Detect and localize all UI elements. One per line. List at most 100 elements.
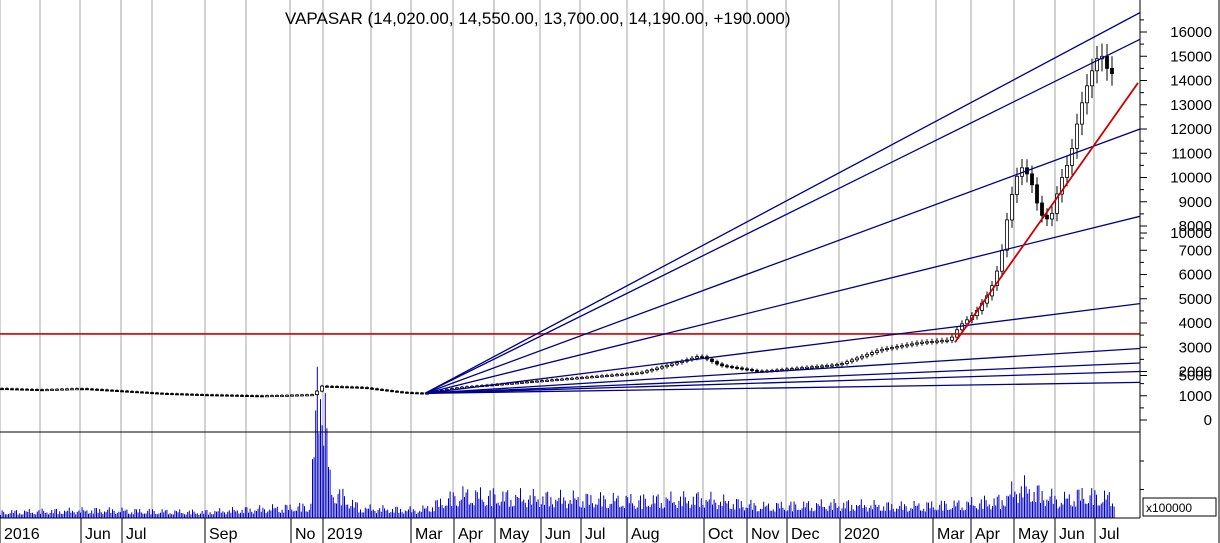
volume-bar xyxy=(83,510,85,518)
volume-bar xyxy=(1107,495,1109,518)
fan-line xyxy=(424,362,1140,394)
volume-bar xyxy=(483,501,485,518)
volume-bar xyxy=(427,506,429,518)
time-tick-label: Dec xyxy=(791,526,819,543)
volume-bar xyxy=(300,511,302,518)
volume-bar xyxy=(750,499,752,518)
volume-bar xyxy=(219,508,221,518)
volume-bar xyxy=(65,511,67,518)
volume-bar xyxy=(900,501,902,518)
candle-body xyxy=(655,367,659,370)
candle-body xyxy=(85,388,89,391)
fan-line xyxy=(424,38,1140,394)
volume-bar xyxy=(228,510,230,518)
candle-body xyxy=(50,388,54,391)
candle-body xyxy=(1060,177,1064,195)
volume-bar xyxy=(644,498,646,518)
volume-bar xyxy=(288,510,289,518)
candle-body xyxy=(515,382,519,385)
volume-bar xyxy=(632,503,633,518)
volume-bar xyxy=(916,505,918,518)
time-tick-label: Jun xyxy=(85,526,111,543)
volume-bar xyxy=(152,509,153,518)
volume-bar xyxy=(249,508,251,518)
volume-bar xyxy=(600,492,601,518)
volume-bar xyxy=(86,510,88,518)
volume-bar xyxy=(211,514,213,518)
volume-bar xyxy=(780,501,782,518)
volume-bar xyxy=(574,498,576,518)
price-tick-label: 12000 xyxy=(1170,121,1212,138)
candle-body xyxy=(160,392,164,395)
volume-bar xyxy=(118,511,120,518)
gann-fan xyxy=(424,12,1140,394)
time-tick-label: Mar xyxy=(937,526,965,543)
volume-bar xyxy=(276,506,278,518)
volume-bar xyxy=(808,501,809,518)
volume-bar xyxy=(830,502,832,518)
volume-bar xyxy=(841,508,843,518)
volume-bar xyxy=(672,502,673,518)
volume-bar xyxy=(400,508,401,518)
candle-body xyxy=(700,356,704,359)
candle-body xyxy=(850,359,854,363)
volume-bar xyxy=(270,510,272,518)
volume-bar xyxy=(212,514,214,518)
price-tick-label: 6000 xyxy=(1179,267,1212,284)
volume-bar xyxy=(702,505,704,518)
candle-body xyxy=(510,382,514,385)
volume-bar xyxy=(172,514,174,518)
candle-body xyxy=(345,386,349,389)
volume-bar xyxy=(241,509,243,518)
candle-body xyxy=(935,340,939,343)
volume-bar xyxy=(33,513,35,518)
volume-bar xyxy=(310,503,312,518)
price-tick-label: 3000 xyxy=(1179,339,1212,356)
candle-body xyxy=(0,388,4,391)
volume-bar xyxy=(150,514,152,518)
price-tick-label: 0 xyxy=(1204,412,1212,429)
candle-body xyxy=(590,376,594,379)
volume-bar xyxy=(1027,493,1029,518)
volume-bar xyxy=(475,490,477,518)
volume-bar xyxy=(507,490,509,518)
volume-bar xyxy=(840,511,841,518)
volume-bar xyxy=(891,504,893,518)
volume-bar xyxy=(705,500,707,518)
candle-body xyxy=(795,367,799,370)
volume-bar xyxy=(94,508,96,518)
volume-bar xyxy=(579,506,581,518)
volume-bar xyxy=(766,505,768,518)
volume-bar xyxy=(456,505,457,518)
volume-bar xyxy=(860,499,862,518)
candle-body xyxy=(275,394,279,397)
candle-body xyxy=(175,393,179,396)
volume-bar xyxy=(694,504,696,518)
volume-bar xyxy=(305,511,307,518)
volume-bar xyxy=(1070,505,1072,518)
volume-bar xyxy=(216,511,217,518)
candle-body xyxy=(1070,147,1074,166)
volume-bar xyxy=(1019,493,1021,518)
candle-body xyxy=(855,357,859,361)
volume-bar xyxy=(955,506,957,518)
candle-body xyxy=(650,368,654,372)
candle-body xyxy=(825,364,829,367)
volume-bar xyxy=(284,504,286,518)
price-tick-label: 7000 xyxy=(1179,242,1212,259)
volume-bar xyxy=(601,506,603,518)
volume-bar xyxy=(422,505,424,518)
volume-bar xyxy=(977,509,979,518)
volume-bar xyxy=(512,506,513,518)
volume-bar xyxy=(537,499,539,518)
volume-bar xyxy=(59,511,61,518)
volume-bar xyxy=(884,510,886,518)
candle-body xyxy=(570,377,574,380)
volume-bar xyxy=(552,504,553,518)
volume-bar xyxy=(784,509,785,518)
volume-unit: x100000 xyxy=(1146,501,1192,515)
volume-bar xyxy=(835,503,837,518)
volume-bar xyxy=(64,510,65,518)
volume-bar xyxy=(164,510,166,518)
time-tick-label: Nov xyxy=(751,526,779,543)
